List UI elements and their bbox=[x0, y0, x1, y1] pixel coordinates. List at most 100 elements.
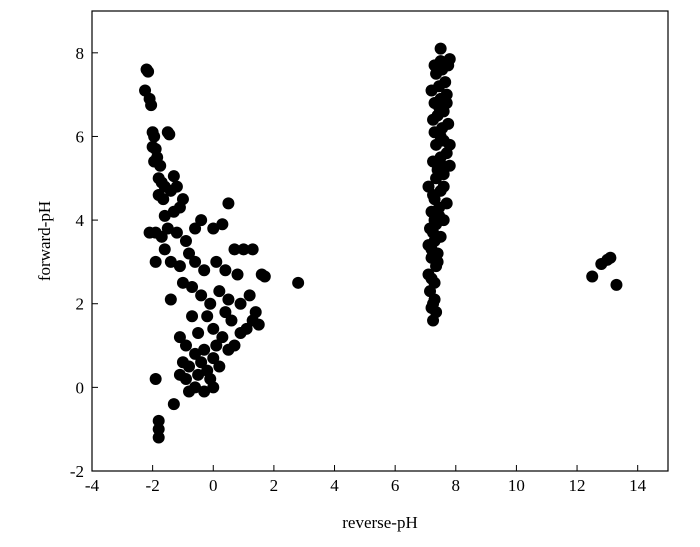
point bbox=[427, 113, 440, 126]
plot-frame bbox=[91, 10, 669, 472]
x-tick-label: 4 bbox=[330, 476, 339, 495]
point bbox=[163, 128, 176, 141]
point bbox=[422, 180, 435, 193]
point bbox=[167, 398, 180, 411]
y-tick-label: 6 bbox=[76, 127, 85, 146]
point bbox=[161, 222, 174, 235]
point bbox=[183, 360, 196, 373]
point bbox=[189, 255, 202, 268]
point bbox=[198, 343, 211, 356]
point bbox=[195, 214, 208, 227]
point bbox=[167, 170, 180, 183]
point bbox=[440, 197, 453, 210]
point bbox=[179, 235, 192, 247]
x-tick-label: -2 bbox=[146, 476, 160, 495]
point bbox=[207, 222, 220, 235]
point bbox=[216, 218, 229, 231]
point bbox=[425, 272, 438, 285]
point bbox=[210, 339, 223, 352]
x-tick-label: 0 bbox=[209, 476, 218, 495]
point bbox=[292, 276, 305, 289]
point bbox=[149, 373, 162, 385]
point bbox=[436, 159, 449, 172]
point bbox=[228, 243, 241, 256]
point bbox=[198, 264, 211, 277]
point bbox=[145, 99, 158, 112]
point bbox=[604, 251, 617, 264]
point bbox=[170, 226, 183, 239]
point bbox=[173, 201, 186, 214]
point bbox=[228, 339, 241, 352]
y-tick-label: 4 bbox=[76, 211, 85, 230]
point bbox=[164, 184, 177, 197]
point bbox=[192, 327, 205, 339]
point bbox=[164, 293, 177, 306]
x-axis-label: reverse-pH bbox=[342, 513, 418, 532]
point bbox=[222, 293, 235, 306]
point bbox=[440, 88, 453, 101]
point bbox=[428, 59, 441, 72]
y-tick-label: 8 bbox=[76, 44, 85, 63]
point bbox=[252, 318, 265, 331]
point bbox=[189, 381, 202, 394]
point bbox=[219, 306, 232, 319]
point bbox=[198, 385, 211, 398]
x-tick-label: -4 bbox=[85, 476, 100, 495]
point bbox=[219, 264, 232, 277]
point bbox=[216, 331, 229, 344]
point bbox=[148, 130, 161, 143]
point bbox=[440, 97, 453, 109]
point bbox=[442, 117, 455, 130]
point bbox=[586, 270, 599, 283]
point bbox=[186, 310, 199, 323]
point bbox=[158, 243, 171, 256]
point bbox=[610, 278, 623, 291]
point bbox=[443, 138, 456, 151]
point bbox=[428, 214, 441, 227]
point bbox=[158, 209, 171, 222]
y-tick-label: 0 bbox=[76, 378, 85, 397]
y-tick-label: 2 bbox=[76, 295, 85, 314]
point bbox=[154, 159, 167, 172]
point bbox=[179, 339, 192, 352]
point bbox=[434, 130, 447, 143]
point bbox=[430, 306, 443, 319]
point bbox=[258, 270, 271, 283]
point bbox=[231, 268, 244, 281]
point bbox=[192, 368, 205, 381]
point bbox=[243, 289, 256, 302]
point bbox=[176, 276, 189, 289]
point bbox=[157, 193, 170, 206]
point bbox=[425, 243, 438, 256]
point bbox=[207, 322, 220, 335]
point bbox=[434, 42, 447, 55]
x-tick-label: 2 bbox=[270, 476, 279, 495]
x-tick-label: 10 bbox=[508, 476, 525, 495]
point bbox=[155, 230, 168, 243]
point bbox=[149, 255, 162, 268]
point bbox=[237, 243, 250, 256]
point bbox=[246, 243, 259, 256]
point bbox=[189, 222, 202, 235]
point bbox=[213, 285, 226, 298]
y-axis-label: forward-pH bbox=[35, 201, 54, 281]
point bbox=[207, 352, 220, 365]
point bbox=[443, 53, 456, 66]
point bbox=[152, 423, 165, 436]
x-tick-label: 12 bbox=[569, 476, 586, 495]
point bbox=[173, 260, 186, 273]
point bbox=[249, 306, 262, 319]
point bbox=[213, 360, 226, 373]
point bbox=[207, 381, 220, 394]
point bbox=[183, 247, 196, 260]
point bbox=[204, 297, 217, 310]
point bbox=[427, 226, 440, 239]
x-tick-label: 6 bbox=[391, 476, 400, 495]
point bbox=[186, 281, 199, 293]
point bbox=[189, 347, 202, 360]
point bbox=[152, 414, 165, 427]
point bbox=[431, 255, 444, 268]
point bbox=[142, 65, 155, 78]
point bbox=[152, 431, 165, 444]
